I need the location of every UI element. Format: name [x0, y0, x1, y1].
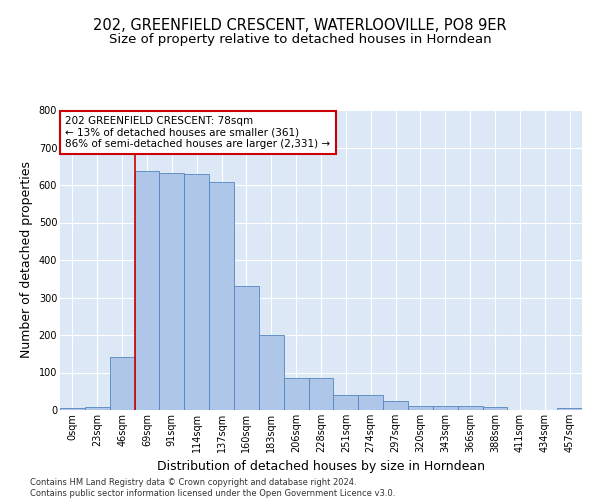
Bar	[209, 182, 234, 410]
Bar	[60, 408, 85, 410]
Bar	[408, 406, 433, 410]
Bar	[259, 335, 284, 410]
Bar	[557, 408, 582, 410]
Text: 202, GREENFIELD CRESCENT, WATERLOOVILLE, PO8 9ER: 202, GREENFIELD CRESCENT, WATERLOOVILLE,…	[93, 18, 507, 32]
X-axis label: Distribution of detached houses by size in Horndean: Distribution of detached houses by size …	[157, 460, 485, 473]
Bar	[85, 407, 110, 410]
Bar	[482, 406, 508, 410]
Bar	[284, 378, 308, 410]
Text: Contains HM Land Registry data © Crown copyright and database right 2024.
Contai: Contains HM Land Registry data © Crown c…	[30, 478, 395, 498]
Bar	[110, 357, 134, 410]
Bar	[234, 286, 259, 410]
Bar	[308, 378, 334, 410]
Bar	[160, 172, 184, 410]
Bar	[358, 395, 383, 410]
Bar	[134, 171, 160, 410]
Y-axis label: Number of detached properties: Number of detached properties	[20, 162, 33, 358]
Text: Size of property relative to detached houses in Horndean: Size of property relative to detached ho…	[109, 32, 491, 46]
Bar	[334, 395, 358, 410]
Bar	[184, 174, 209, 410]
Bar	[458, 406, 482, 410]
Bar	[383, 400, 408, 410]
Bar	[433, 406, 458, 410]
Text: 202 GREENFIELD CRESCENT: 78sqm
← 13% of detached houses are smaller (361)
86% of: 202 GREENFIELD CRESCENT: 78sqm ← 13% of …	[65, 116, 331, 149]
